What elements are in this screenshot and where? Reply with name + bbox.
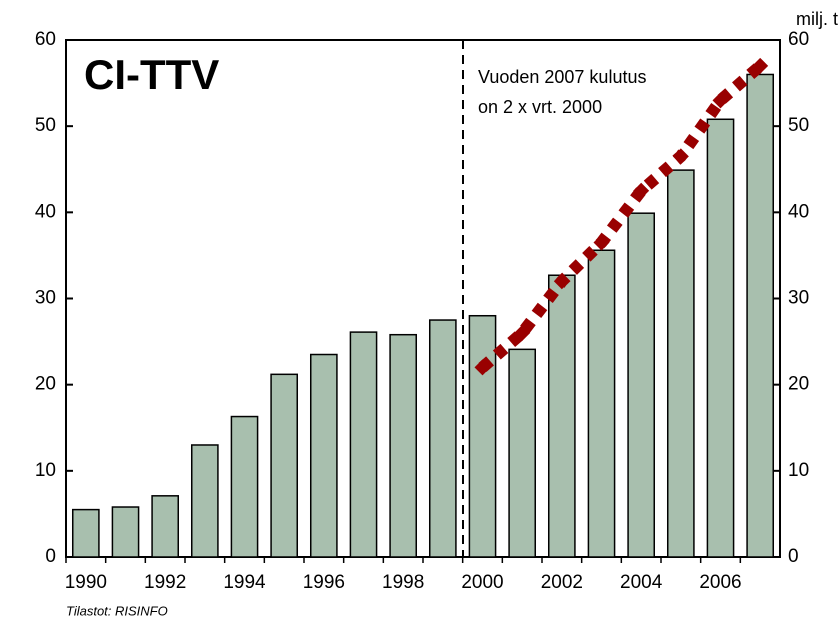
bar (230, 415, 259, 558)
bar (151, 495, 180, 558)
bar (666, 169, 695, 558)
y-tick-label: 0 (45, 546, 56, 567)
bar (706, 118, 735, 558)
y2-tick-label: 50 (788, 115, 809, 136)
bar (508, 348, 537, 558)
bar (190, 444, 219, 558)
bar (349, 331, 378, 558)
y-tick-label: 50 (35, 115, 56, 136)
trend-marker (593, 234, 610, 251)
x-tick-label: 1990 (65, 572, 107, 593)
unit-label: milj. t (796, 9, 838, 29)
bar (309, 353, 338, 558)
annotation: Vuoden 2007 kulutus (478, 67, 646, 87)
bar (627, 212, 656, 558)
y-tick-label: 60 (35, 29, 56, 50)
bar (468, 314, 497, 558)
bar (111, 506, 140, 558)
x-tick-label: 1996 (303, 572, 345, 593)
trend-marker (474, 359, 491, 376)
y-tick-label: 30 (35, 288, 56, 309)
x-tick-label: 2002 (541, 572, 583, 593)
y2-tick-label: 10 (788, 460, 809, 481)
x-tick-label: 2004 (620, 572, 663, 593)
trend-line (478, 61, 765, 372)
bar (547, 274, 576, 558)
y2-tick-label: 0 (788, 546, 799, 567)
trend-marker (633, 182, 650, 199)
y2-tick-label: 60 (788, 29, 809, 50)
x-tick-label: 2006 (699, 572, 741, 593)
y-tick-label: 40 (35, 201, 56, 222)
y-tick-label: 20 (35, 374, 56, 395)
annotation: on 2 x vrt. 2000 (478, 97, 602, 117)
bar (587, 249, 616, 558)
y2-tick-label: 20 (788, 374, 809, 395)
y2-tick-label: 40 (788, 201, 809, 222)
trend-marker (672, 148, 689, 165)
x-tick-label: 1992 (144, 572, 186, 593)
bar (71, 508, 100, 558)
source: Tilastot: RISINFO (66, 603, 168, 618)
x-tick-label: 2000 (461, 572, 503, 593)
bar (746, 73, 775, 558)
bar (428, 319, 457, 558)
trend-marker (553, 273, 570, 290)
trend-marker (752, 57, 769, 74)
chart-title: CI-TTV (84, 51, 219, 98)
bar (389, 333, 418, 558)
trend-marker (712, 92, 729, 109)
trend-marker (514, 324, 531, 341)
x-tick-label: 1994 (223, 572, 266, 593)
y-tick-label: 10 (35, 460, 56, 481)
x-tick-label: 1998 (382, 572, 424, 593)
y2-tick-label: 30 (788, 288, 809, 309)
bar (270, 373, 299, 558)
